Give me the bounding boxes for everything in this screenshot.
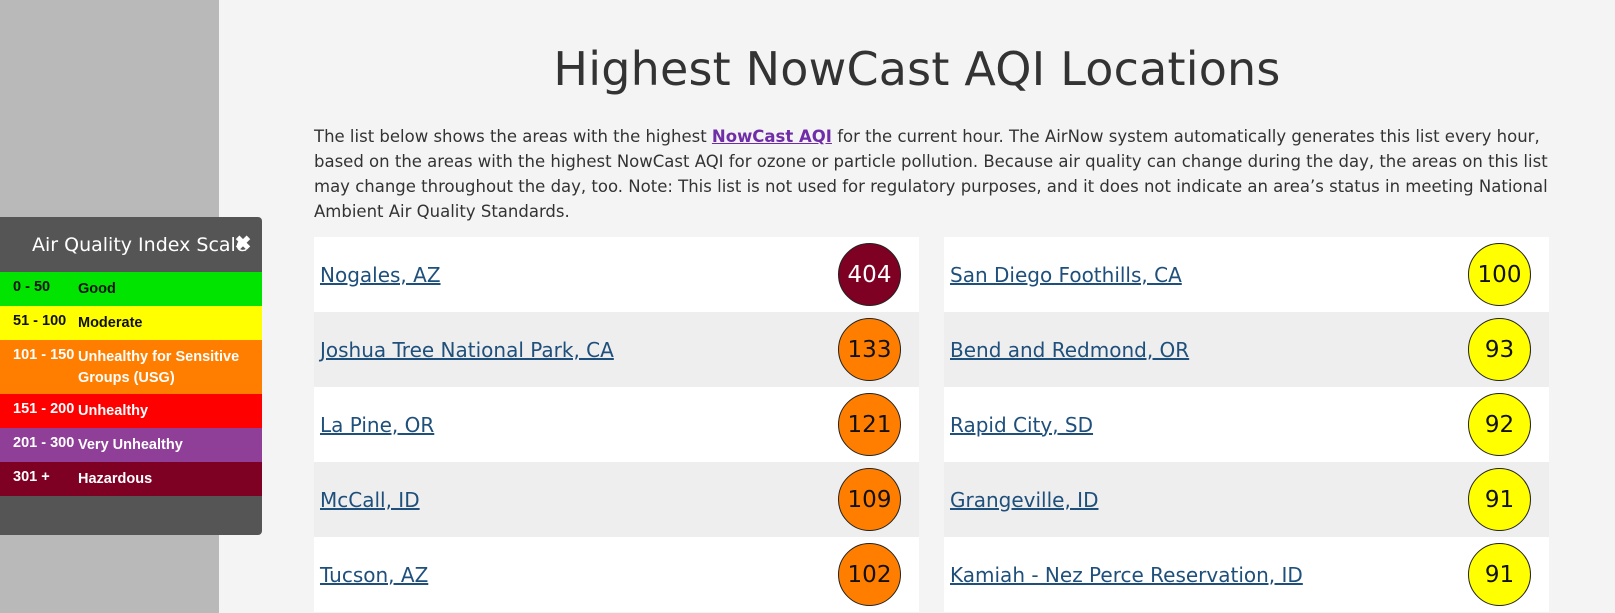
legend-label: Very Unhealthy [78, 437, 183, 453]
aqi-badge: 92 [1468, 393, 1531, 456]
legend-label: Moderate [78, 315, 143, 331]
intro-text-end: for the current hour. The AirNow system … [314, 127, 1548, 221]
location-row: San Diego Foothills, CA 100 [944, 237, 1549, 312]
aqi-badge: 93 [1468, 318, 1531, 381]
legend-label: Good [78, 281, 116, 297]
location-row: Nogales, AZ 404 [314, 237, 919, 312]
legend-row-hazardous: 301 + Hazardous [0, 462, 262, 496]
aqi-badge: 109 [838, 468, 901, 531]
location-row: Joshua Tree National Park, CA 133 [314, 312, 919, 387]
legend-row-unhealthy: 151 - 200 Unhealthy [0, 394, 262, 428]
location-row: Rapid City, SD 92 [944, 387, 1549, 462]
legend-header: Air Quality Index Scale ✖ [0, 217, 262, 272]
location-link[interactable]: Kamiah - Nez Perce Reservation, ID [950, 562, 1303, 587]
location-link[interactable]: Grangeville, ID [950, 487, 1099, 512]
legend-row-moderate: 51 - 100 Moderate [0, 306, 262, 340]
legend-range: 201 - 300 [13, 435, 75, 451]
aqi-badge: 404 [838, 243, 901, 306]
legend-label: Unhealthy [78, 403, 149, 419]
legend-row-usg: 101 - 150 Unhealthy for Sensitive Groups… [0, 340, 262, 394]
aqi-badge: 91 [1468, 468, 1531, 531]
legend-range: 101 - 150 [13, 347, 75, 363]
legend-row-very-unhealthy: 201 - 300 Very Unhealthy [0, 428, 262, 462]
intro-paragraph: The list below shows the areas with the … [314, 124, 1574, 224]
legend-label: Unhealthy for Sensitive Groups (USG) [78, 349, 240, 386]
location-row: Kamiah - Nez Perce Reservation, ID 91 [944, 537, 1549, 612]
nowcast-aqi-link[interactable]: NowCast AQI [711, 127, 832, 146]
intro-text-start: The list below shows the areas with the … [314, 127, 712, 146]
close-icon[interactable]: ✖ [234, 232, 252, 255]
location-row: McCall, ID 109 [314, 462, 919, 537]
legend-row-good: 0 - 50 Good [0, 272, 262, 306]
location-link[interactable]: La Pine, OR [320, 412, 435, 437]
aqi-badge: 121 [838, 393, 901, 456]
legend-title: Air Quality Index Scale [32, 233, 248, 256]
legend-range: 0 - 50 [13, 279, 51, 295]
aqi-badge: 91 [1468, 543, 1531, 606]
aqi-list-left: Nogales, AZ 404 Joshua Tree National Par… [314, 237, 919, 612]
location-row: Grangeville, ID 91 [944, 462, 1549, 537]
aqi-list-right: San Diego Foothills, CA 100 Bend and Red… [944, 237, 1549, 612]
legend-label: Hazardous [78, 471, 153, 487]
location-link[interactable]: McCall, ID [320, 487, 420, 512]
location-row: Tucson, AZ 102 [314, 537, 919, 612]
aqi-badge: 100 [1468, 243, 1531, 306]
location-row: Bend and Redmond, OR 93 [944, 312, 1549, 387]
location-link[interactable]: San Diego Foothills, CA [950, 262, 1182, 287]
location-link[interactable]: Tucson, AZ [320, 562, 429, 587]
legend-range: 301 + [13, 469, 50, 485]
page-title: Highest NowCast AQI Locations [553, 42, 1281, 96]
aqi-badge: 133 [838, 318, 901, 381]
location-link[interactable]: Nogales, AZ [320, 262, 441, 287]
location-row: La Pine, OR 121 [314, 387, 919, 462]
location-link[interactable]: Rapid City, SD [950, 412, 1094, 437]
legend-range: 51 - 100 [13, 313, 67, 329]
location-link[interactable]: Joshua Tree National Park, CA [320, 337, 614, 362]
location-link[interactable]: Bend and Redmond, OR [950, 337, 1190, 362]
aqi-badge: 102 [838, 543, 901, 606]
aqi-scale-legend: Air Quality Index Scale ✖ 0 - 50 Good 51… [0, 217, 262, 535]
legend-footer [0, 496, 262, 536]
legend-range: 151 - 200 [13, 401, 75, 417]
